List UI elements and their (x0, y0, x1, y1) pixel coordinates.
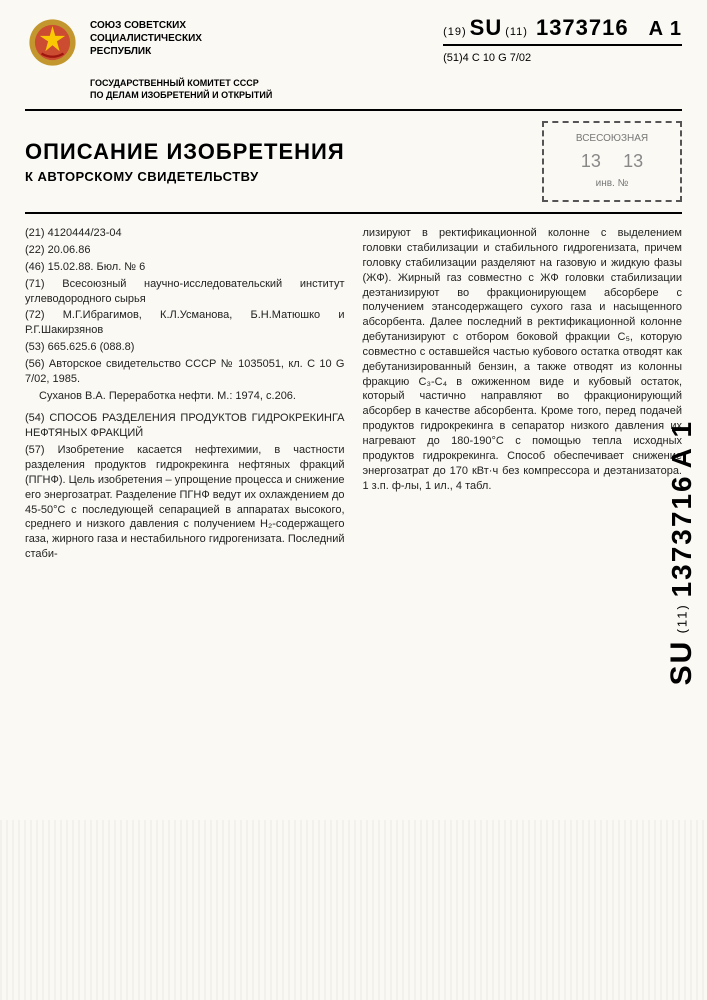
library-stamp: ВСЕСОЮЗНАЯ 13 13 инв. № (542, 121, 682, 202)
committee-line: ГОСУДАРСТВЕННЫЙ КОМИТЕТ СССР (90, 78, 443, 90)
field-56-cont: Суханов В.А. Переработка нефти. М.: 1974… (25, 389, 345, 404)
state-emblem-icon (25, 15, 80, 70)
docnum-country: SU (470, 15, 503, 41)
org-line: СОЮЗ СОВЕТСКИХ (90, 19, 443, 32)
left-column: (21) 4120444/23-04 (22) 20.06.86 (46) 15… (25, 226, 345, 564)
field-46: (46) 15.02.88. Бюл. № 6 (25, 260, 345, 275)
side-doc-number: SU (11) 1373716 A 1 (665, 420, 699, 685)
field-56: (56) Авторское свидетельство СССР № 1035… (25, 357, 345, 387)
side-mid: (11) (675, 604, 690, 634)
stamp-num: 13 (623, 151, 643, 171)
docnum-suffix: A 1 (649, 18, 682, 41)
header-row: СОЮЗ СОВЕТСКИХ СОЦИАЛИСТИЧЕСКИХ РЕСПУБЛИ… (25, 15, 682, 111)
right-column: лизируют в ректификационной колонне с вы… (363, 226, 683, 564)
doc-number-block: (19) SU (11) 1373716 A 1 (51)4 С 10 G 7/… (443, 15, 682, 64)
ipc-classification: (51)4 С 10 G 7/02 (443, 52, 682, 64)
abstract-continuation: лизируют в ректификационной колонне с вы… (363, 226, 683, 493)
document-number: (19) SU (11) 1373716 A 1 (443, 15, 682, 46)
committee-name: ГОСУДАРСТВЕННЫЙ КОМИТЕТ СССР ПО ДЕЛАМ ИЗ… (90, 78, 443, 101)
title-text: ОПИСАНИЕ ИЗОБРЕТЕНИЯ К АВТОРСКОМУ СВИДЕТ… (25, 139, 542, 184)
side-number: 1373716 (666, 475, 698, 598)
subtitle: К АВТОРСКОМУ СВИДЕТЕЛЬСТВУ (25, 169, 542, 184)
docnum-mid: (11) (505, 26, 528, 38)
docnum-number: 1373716 (536, 15, 629, 41)
scan-artifact-pattern (0, 820, 707, 1000)
field-54: (54) СПОСОБ РАЗДЕЛЕНИЯ ПРОДУКТОВ ГИДРОКР… (25, 411, 345, 441)
title-section: ОПИСАНИЕ ИЗОБРЕТЕНИЯ К АВТОРСКОМУ СВИДЕТ… (25, 111, 682, 214)
field-57: (57) Изобретение касается нефтехимии, в … (25, 443, 345, 562)
field-72: (72) М.Г.Ибрагимов, К.Л.Усманова, Б.Н.Ма… (25, 308, 345, 338)
organization-name: СОЮЗ СОВЕТСКИХ СОЦИАЛИСТИЧЕСКИХ РЕСПУБЛИ… (90, 15, 443, 101)
field-21: (21) 4120444/23-04 (25, 226, 345, 241)
field-22: (22) 20.06.86 (25, 243, 345, 258)
main-title: ОПИСАНИЕ ИЗОБРЕТЕНИЯ (25, 139, 542, 165)
docnum-prefix: (19) (443, 26, 467, 38)
side-suffix: A 1 (666, 420, 698, 469)
org-line: СОЦИАЛИСТИЧЕСКИХ (90, 32, 443, 45)
body-columns: (21) 4120444/23-04 (22) 20.06.86 (46) 15… (25, 226, 682, 564)
stamp-top: ВСЕСОЮЗНАЯ (556, 131, 668, 147)
side-country: SU (665, 640, 699, 686)
committee-line: ПО ДЕЛАМ ИЗОБРЕТЕНИЙ И ОТКРЫТИЙ (90, 90, 443, 102)
stamp-num: 13 (581, 151, 601, 171)
field-71: (71) Всесоюзный научно-исследовательский… (25, 277, 345, 307)
stamp-bottom: инв. № (556, 176, 668, 192)
org-line: РЕСПУБЛИК (90, 45, 443, 58)
field-53: (53) 665.625.6 (088.8) (25, 340, 345, 355)
